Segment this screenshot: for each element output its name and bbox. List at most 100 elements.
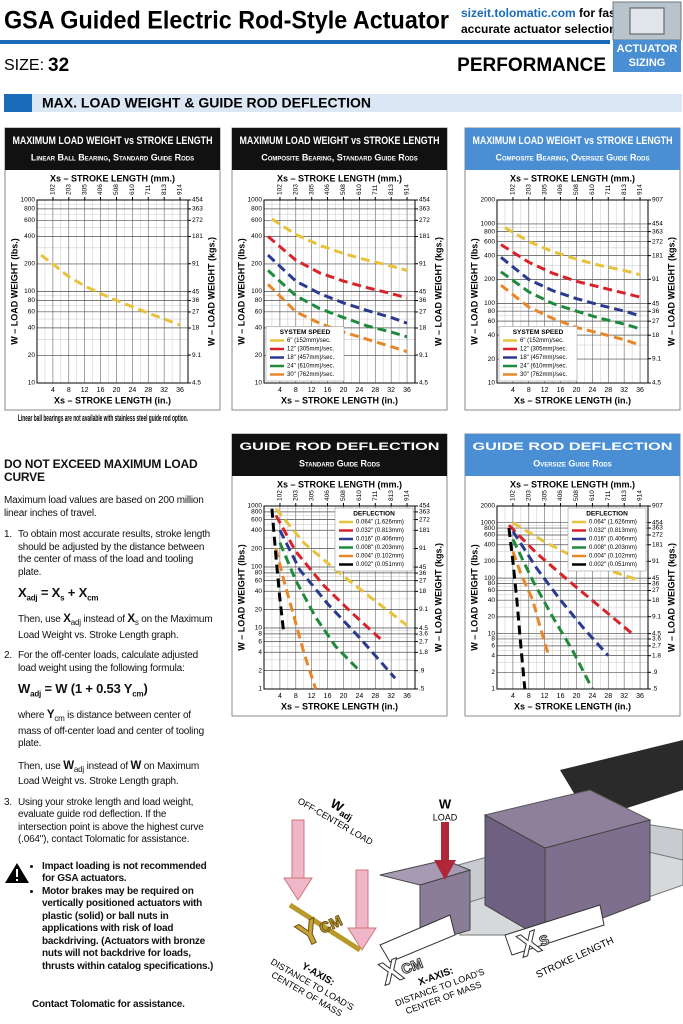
step-body: For the off-center loads, calculate adju…: [18, 650, 216, 789]
x-tick-label: 16: [324, 387, 332, 394]
x-tick-label: 8: [527, 693, 531, 700]
calculator: [629, 7, 665, 35]
y2-tick-label: 4.5: [419, 380, 428, 387]
legend-label: 0.016" (0.406mm): [356, 537, 404, 543]
y-tick-label: 100: [251, 564, 262, 571]
xs-arrow: [504, 904, 605, 956]
x-tick-label: 20: [340, 387, 348, 394]
legend-title: DEFLECTION: [353, 511, 395, 518]
x2-tick-label: 813: [621, 184, 628, 195]
y-tick-label: 200: [484, 558, 495, 565]
x-tick-label: 4: [511, 387, 515, 394]
legend-label: 30" (762mm)/sec.: [520, 372, 567, 378]
legend-label: 0.016" (0.406mm): [589, 537, 637, 543]
y2-tick-label: 181: [652, 252, 663, 259]
y2-axis-label: W – LOAD WEIGHT (kgs.): [433, 543, 443, 652]
f-sub: cm: [87, 593, 99, 603]
x-tick-label: 32: [387, 693, 395, 700]
y2-tick-label: 45: [652, 300, 660, 307]
x2-tick-label: 711: [605, 184, 612, 195]
y-tick-label: 600: [251, 217, 262, 224]
note: Linear ball bearings are not available w…: [18, 413, 188, 423]
t-sub: cm: [54, 714, 65, 724]
y2-tick-label: 454: [652, 519, 663, 526]
chart-subtitle: Composite Bearing, Oversize Guide Rods: [495, 152, 649, 162]
y-tick-label: 800: [484, 525, 495, 532]
y-tick-label: 20: [28, 352, 36, 359]
step-number: 3.: [4, 796, 12, 808]
x2-tick-label: 813: [388, 184, 395, 195]
y2-tick-label: 272: [192, 217, 203, 224]
f: W: [18, 681, 31, 697]
series-line: [266, 253, 408, 325]
x-tick-label: 20: [573, 693, 581, 700]
f-sub: adj: [30, 689, 42, 699]
y-tick-label: 600: [251, 516, 262, 523]
x-tick-label: 8: [527, 387, 531, 394]
x2-tick-label: 203: [525, 490, 532, 501]
chart-subtitle: Oversize Guide Rods: [533, 458, 612, 468]
x2-tick-label: 508: [340, 490, 347, 501]
y-tick-label: 1000: [481, 519, 496, 526]
y-tick-label: 40: [488, 597, 496, 604]
y-tick-label: 10: [255, 380, 263, 387]
legend-label: 0.064" (1.626mm): [589, 520, 637, 526]
chart-title: MAXIMUM LOAD WEIGHT vs STROKE LENGTH: [473, 135, 673, 147]
x2-tick-label: 711: [372, 490, 379, 501]
y-tick-label: 400: [251, 527, 262, 534]
chart-header: [232, 128, 447, 170]
y2-tick-label: 36: [419, 570, 427, 577]
plot-frame: [36, 199, 189, 384]
y2-tick-label: 91: [192, 260, 200, 267]
y2-tick-label: 36: [419, 297, 427, 304]
y2-tick-label: 363: [419, 206, 430, 213]
plot-frame: [496, 199, 649, 384]
x2-tick-label: 508: [573, 184, 580, 195]
y-tick-label: 2: [258, 667, 262, 674]
t: X: [63, 613, 71, 626]
y2-tick-label: 363: [652, 525, 663, 532]
y-tick-label: 10: [488, 380, 496, 387]
y-tick-label: 60: [28, 309, 36, 316]
y2-tick-label: 27: [652, 318, 660, 325]
y-axis-label: W – LOAD WEIGHT (lbs.): [236, 544, 246, 651]
y-tick-label: 600: [484, 238, 495, 245]
x-tick-label: 32: [387, 387, 395, 394]
y2-tick-label: 45: [652, 575, 660, 582]
x2-tick-label: 102: [510, 184, 517, 195]
y2-tick-label: 272: [652, 532, 663, 539]
load-arrow-head: [434, 860, 456, 880]
x-tick-label: 16: [557, 387, 565, 394]
badge-text: SIZING: [629, 57, 666, 69]
y2-tick-label: 4.5: [419, 625, 428, 632]
size: 32: [48, 55, 69, 76]
t: W: [63, 759, 74, 772]
legend: [265, 326, 345, 382]
y-axis-label: W – LOAD WEIGHT (lbs.): [9, 238, 19, 345]
t: Then, use: [18, 760, 64, 772]
y2-tick-label: 27: [652, 587, 660, 594]
y2-tick-label: 45: [419, 564, 427, 571]
x-tick-label: 36: [636, 693, 644, 700]
t-sub: adj: [70, 618, 81, 628]
x2-tick-label: 610: [356, 490, 363, 501]
y2-axis-label: W – LOAD WEIGHT (kgs.): [666, 543, 676, 652]
wadj-arrow: [355, 869, 369, 931]
warning-item: Impact loading is not recommended for GS…: [42, 861, 216, 886]
legend-title: SYSTEM SPEED: [513, 329, 564, 336]
step: 3. Using your stroke length and load weig…: [4, 797, 216, 847]
step: 2. For the off-center loads, calculate a…: [4, 650, 216, 789]
y2-tick-label: 9.1: [419, 606, 428, 613]
series-line: [500, 243, 641, 299]
y-tick-label: 600: [24, 217, 35, 224]
series-line: [266, 235, 408, 300]
y2-tick-label: 27: [419, 309, 427, 316]
f: + X: [64, 585, 88, 600]
y2-tick-label: .5: [419, 686, 425, 693]
series-line: [511, 530, 610, 657]
y-axis-group: Y-AXIS: DISTANCE TO LOAD'S CENTER OF MAS…: [269, 957, 356, 1019]
legend-label: 12" (305mm)/sec.: [287, 347, 334, 353]
x-tick-label: 28: [604, 693, 612, 700]
chart-title: GUIDE ROD DEFLECTION: [473, 441, 673, 453]
x2-tick-label: 508: [573, 490, 580, 501]
